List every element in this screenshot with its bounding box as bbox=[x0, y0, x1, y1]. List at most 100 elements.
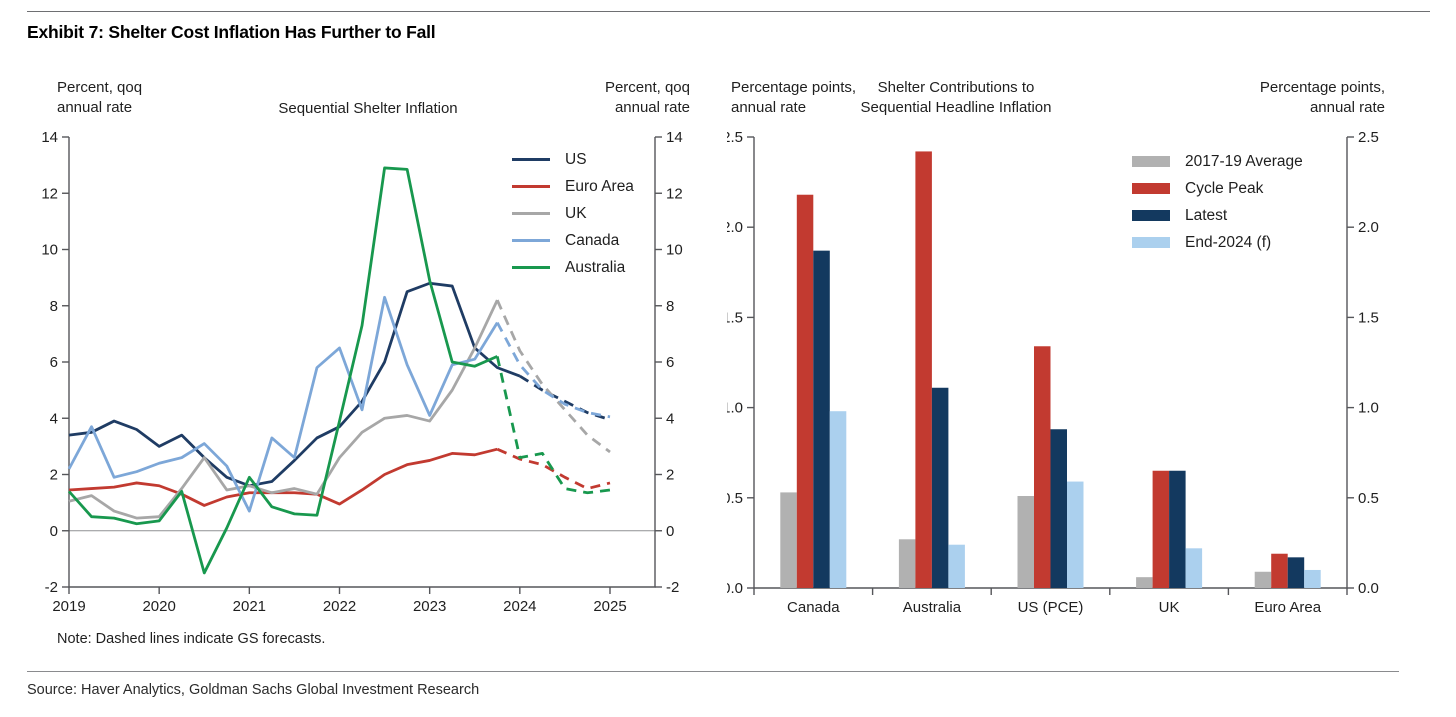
axis-label-line: annual rate bbox=[614, 99, 690, 116]
x-axis-tick-label: 2019 bbox=[52, 598, 85, 615]
bar-canada-cycle-peak bbox=[796, 194, 814, 588]
y-axis-tick-label: 1.0 bbox=[727, 400, 743, 417]
bar-euro-area-2017-19-average bbox=[1254, 571, 1272, 588]
y-axis-tick-label: 14 bbox=[666, 129, 683, 146]
y-axis-tick-label: 1.0 bbox=[1358, 400, 1379, 417]
line-chart-left-axis-label: Percent, qoq annual rate bbox=[57, 78, 142, 118]
axis-label-line: annual rate bbox=[57, 99, 133, 116]
chart-title-line: Shelter Contributions to bbox=[877, 79, 1035, 96]
bar-australia-2017-19-average bbox=[898, 539, 916, 588]
y-axis-tick-label: -2 bbox=[45, 579, 58, 596]
x-axis-tick-label: 2022 bbox=[323, 598, 356, 615]
y-axis-tick-label: 12 bbox=[41, 185, 58, 202]
sequential-shelter-inflation-chart: 14 14 12 12 10 10 8 8 6 6 4 4 2 2 0 0 -2 -2 2019 2020 2021 20… bbox=[41, 129, 683, 615]
australia-line-swatch bbox=[512, 266, 550, 269]
series-forecast-line-us bbox=[519, 374, 611, 421]
x-axis-tick-label: 2023 bbox=[413, 598, 446, 615]
y-axis-tick-label: 0.0 bbox=[727, 580, 743, 597]
bar-uk-latest bbox=[1169, 470, 1186, 588]
bar-us-pce-latest bbox=[1050, 429, 1067, 588]
category-label-australia: Australia bbox=[903, 599, 962, 616]
line-chart-title: Sequential Shelter Inflation bbox=[278, 100, 458, 117]
y-axis-tick-label: 4 bbox=[666, 410, 674, 427]
y-axis-tick-label: 4 bbox=[50, 410, 58, 427]
bar-euro-area-latest bbox=[1287, 557, 1305, 588]
canada-line-swatch bbox=[512, 239, 550, 242]
legend-label-australia: Australia bbox=[565, 258, 626, 276]
bar-uk-2017-19-average bbox=[1136, 577, 1153, 588]
legend-label-euro-area: Euro Area bbox=[565, 177, 634, 195]
y-axis-tick-label: -2 bbox=[666, 579, 679, 596]
y-axis-tick-label: 0 bbox=[50, 523, 58, 540]
x-axis-tick-label: 2025 bbox=[593, 598, 626, 615]
bar-euro-area-cycle-peak bbox=[1271, 553, 1288, 588]
y-axis-tick-label: 8 bbox=[666, 298, 674, 315]
bar-australia-latest bbox=[931, 387, 949, 588]
bar-canada-latest bbox=[813, 250, 830, 588]
y-axis-tick-label: 0.5 bbox=[1358, 490, 1379, 507]
bar-chart-left-axis-label: Percentage points, annual rate bbox=[731, 78, 856, 118]
uk-line-swatch bbox=[512, 212, 550, 215]
x-axis-tick-label: 2024 bbox=[503, 598, 536, 615]
category-label-canada: Canada bbox=[787, 599, 840, 616]
bar-canada-end-2024-f bbox=[829, 411, 847, 588]
bar-uk-end-2024-f bbox=[1185, 548, 1203, 588]
legend-item-us: US bbox=[512, 146, 634, 173]
us-line-swatch bbox=[512, 158, 550, 161]
axis-label-line: Percentage points, bbox=[1259, 79, 1385, 96]
y-axis-tick-label: 2 bbox=[50, 467, 58, 484]
series-line-euro-area bbox=[68, 447, 498, 507]
series-line-canada bbox=[67, 295, 499, 513]
y-axis-tick-label: 1.5 bbox=[1358, 309, 1379, 326]
source-line: Source: Haver Analytics, Goldman Sachs G… bbox=[27, 682, 480, 698]
legend-label-end-2024: End-2024 (f) bbox=[1185, 233, 1272, 251]
y-axis-tick-label: 12 bbox=[666, 185, 683, 202]
series-forecast-line-australia bbox=[495, 356, 611, 495]
series-forecast-line-canada bbox=[496, 321, 611, 419]
bar-australia-cycle-peak bbox=[915, 151, 932, 588]
bar-us-pce-2017-19-average bbox=[1017, 495, 1034, 588]
y-axis-tick-label: 10 bbox=[41, 242, 58, 259]
legend-label-canada: Canada bbox=[565, 231, 620, 249]
bottom-divider bbox=[27, 671, 1399, 672]
axis-label-line: Percent, qoq bbox=[604, 79, 690, 96]
legend-item-latest: Latest bbox=[1132, 202, 1303, 229]
bar-us-pce-cycle-peak bbox=[1034, 346, 1051, 588]
y-axis-tick-label: 2 bbox=[666, 467, 674, 484]
axis-label-line: Percent, qoq bbox=[57, 79, 143, 96]
end-2024-bar-swatch bbox=[1132, 237, 1170, 248]
legend-label-average: 2017-19 Average bbox=[1185, 152, 1303, 170]
y-axis-tick-label: 8 bbox=[50, 298, 58, 315]
euro-area-line-swatch bbox=[512, 185, 550, 188]
category-label-uk: UK bbox=[1159, 599, 1180, 616]
legend-item-cycle-peak: Cycle Peak bbox=[1132, 175, 1303, 202]
y-axis-tick-label: 0.0 bbox=[1358, 580, 1379, 597]
series-line-uk bbox=[68, 299, 499, 520]
forecast-note: Note: Dashed lines indicate GS forecasts… bbox=[57, 631, 326, 647]
chart-title-line: Sequential Headline Inflation bbox=[860, 99, 1052, 116]
line-chart-right-axis-label: Percent, qoq annual rate bbox=[560, 78, 690, 118]
series-forecast-line-euro-area bbox=[496, 447, 611, 490]
y-axis-tick-label: 0 bbox=[666, 523, 674, 540]
legend-label-uk: UK bbox=[565, 204, 587, 222]
y-axis-tick-label: 0.5 bbox=[727, 490, 743, 507]
axis-label-line: Percentage points, bbox=[731, 79, 857, 96]
legend-item-end-2024: End-2024 (f) bbox=[1132, 229, 1303, 256]
x-axis-tick-label: 2021 bbox=[233, 598, 266, 615]
bar-chart-right-axis-label: Percentage points, annual rate bbox=[1255, 78, 1385, 118]
legend-label-us: US bbox=[565, 150, 587, 168]
axis-label-line: annual rate bbox=[1309, 99, 1385, 116]
shelter-contributions-chart: 0.0 0.0 0.5 0.5 1.0 1.0 1.5 1.5 2.0 2.0 2.5 2.5 Cana… bbox=[727, 129, 1379, 616]
bar-chart-legend: 2017-19 Average Cycle Peak Latest End-20… bbox=[1132, 148, 1303, 256]
bar-euro-area-end-2024-f bbox=[1304, 569, 1321, 588]
y-axis-tick-label: 1.5 bbox=[727, 309, 743, 326]
legend-item-2017-19-average: 2017-19 Average bbox=[1132, 148, 1303, 175]
series-line-us bbox=[68, 281, 521, 488]
cycle-peak-bar-swatch bbox=[1132, 183, 1170, 194]
axis-label-line: annual rate bbox=[731, 99, 807, 116]
y-axis-tick-label: 14 bbox=[41, 129, 58, 146]
y-axis-tick-label: 2.0 bbox=[727, 219, 743, 236]
bar-australia-end-2024-f bbox=[948, 544, 965, 588]
legend-item-canada: Canada bbox=[512, 227, 634, 254]
